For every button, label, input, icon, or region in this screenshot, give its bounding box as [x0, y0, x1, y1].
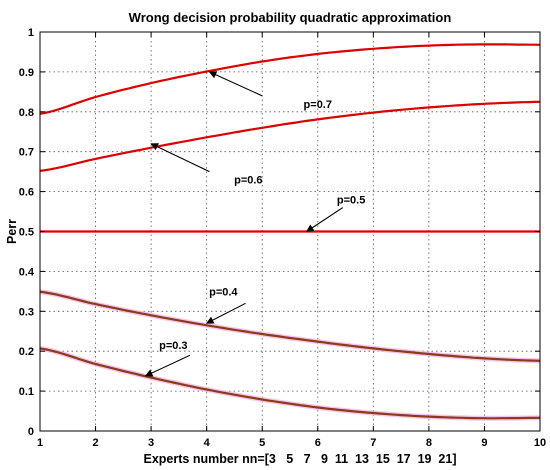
annotation-label: p=0.7 [304, 99, 332, 111]
y-tick-label: 1 [28, 27, 34, 39]
series-line-p=0.4 [39, 290, 541, 362]
series-line-p=0.6 [39, 100, 541, 172]
annotation-arrow [306, 207, 344, 232]
annotations: p=0.7 p=0.6 p=0.5 p=0.4 p=0.3 [144, 71, 365, 377]
series-lines [39, 43, 541, 421]
y-tick-label: 0.3 [19, 306, 34, 318]
tick-marks [39, 31, 541, 432]
annotation-arrow [208, 71, 263, 97]
x-tick-labels: 1 2 3 4 5 6 7 8 9 10 [37, 437, 546, 449]
annotation-label: p=0.4 [209, 286, 238, 298]
series-line-p=0.7 [39, 43, 541, 115]
series-line-p=0.3 [39, 347, 541, 420]
y-tick-labels: 0 0.1 0.2 0.3 0.4 0.5 0.6 0.7 0.8 0.9 1 [19, 27, 35, 438]
annotation-arrow [205, 302, 246, 324]
y-tick-label: 0.1 [19, 386, 34, 398]
x-tick-label: 8 [426, 437, 432, 449]
annotation-label: p=0.5 [337, 195, 365, 207]
annotation-label: p=0.3 [159, 340, 187, 352]
x-tick-label: 2 [92, 437, 98, 449]
annotation-arrow [144, 354, 191, 377]
chart-title: Wrong decision probability quadratic app… [129, 10, 452, 25]
y-tick-label: 0.6 [19, 187, 34, 199]
x-tick-label: 7 [370, 437, 376, 449]
plot-area: p=0.7 p=0.6 p=0.5 p=0.4 p=0.3 [39, 31, 541, 432]
annotation-label: p=0.6 [234, 175, 262, 187]
x-tick-label: 1 [37, 437, 43, 449]
y-axis-label: Perr [5, 219, 19, 244]
y-tick-label: 0.4 [19, 266, 35, 278]
x-tick-label: 3 [148, 437, 154, 449]
y-tick-label: 0.7 [19, 147, 34, 159]
y-tick-label: 0 [28, 426, 34, 438]
y-tick-label: 0.9 [19, 67, 34, 79]
y-tick-label: 0.2 [19, 346, 34, 358]
x-tick-label: 6 [315, 437, 321, 449]
x-tick-label: 4 [204, 437, 211, 449]
annotation-arrow [150, 143, 210, 173]
x-tick-label: 10 [534, 437, 546, 449]
y-tick-label: 0.5 [19, 227, 34, 239]
x-axis-label: Experts number nn=[3 5 7 9 11 13 15 17 1… [143, 452, 456, 466]
y-tick-label: 0.8 [19, 107, 34, 119]
x-tick-label: 9 [481, 437, 487, 449]
x-tick-label: 5 [259, 437, 265, 449]
